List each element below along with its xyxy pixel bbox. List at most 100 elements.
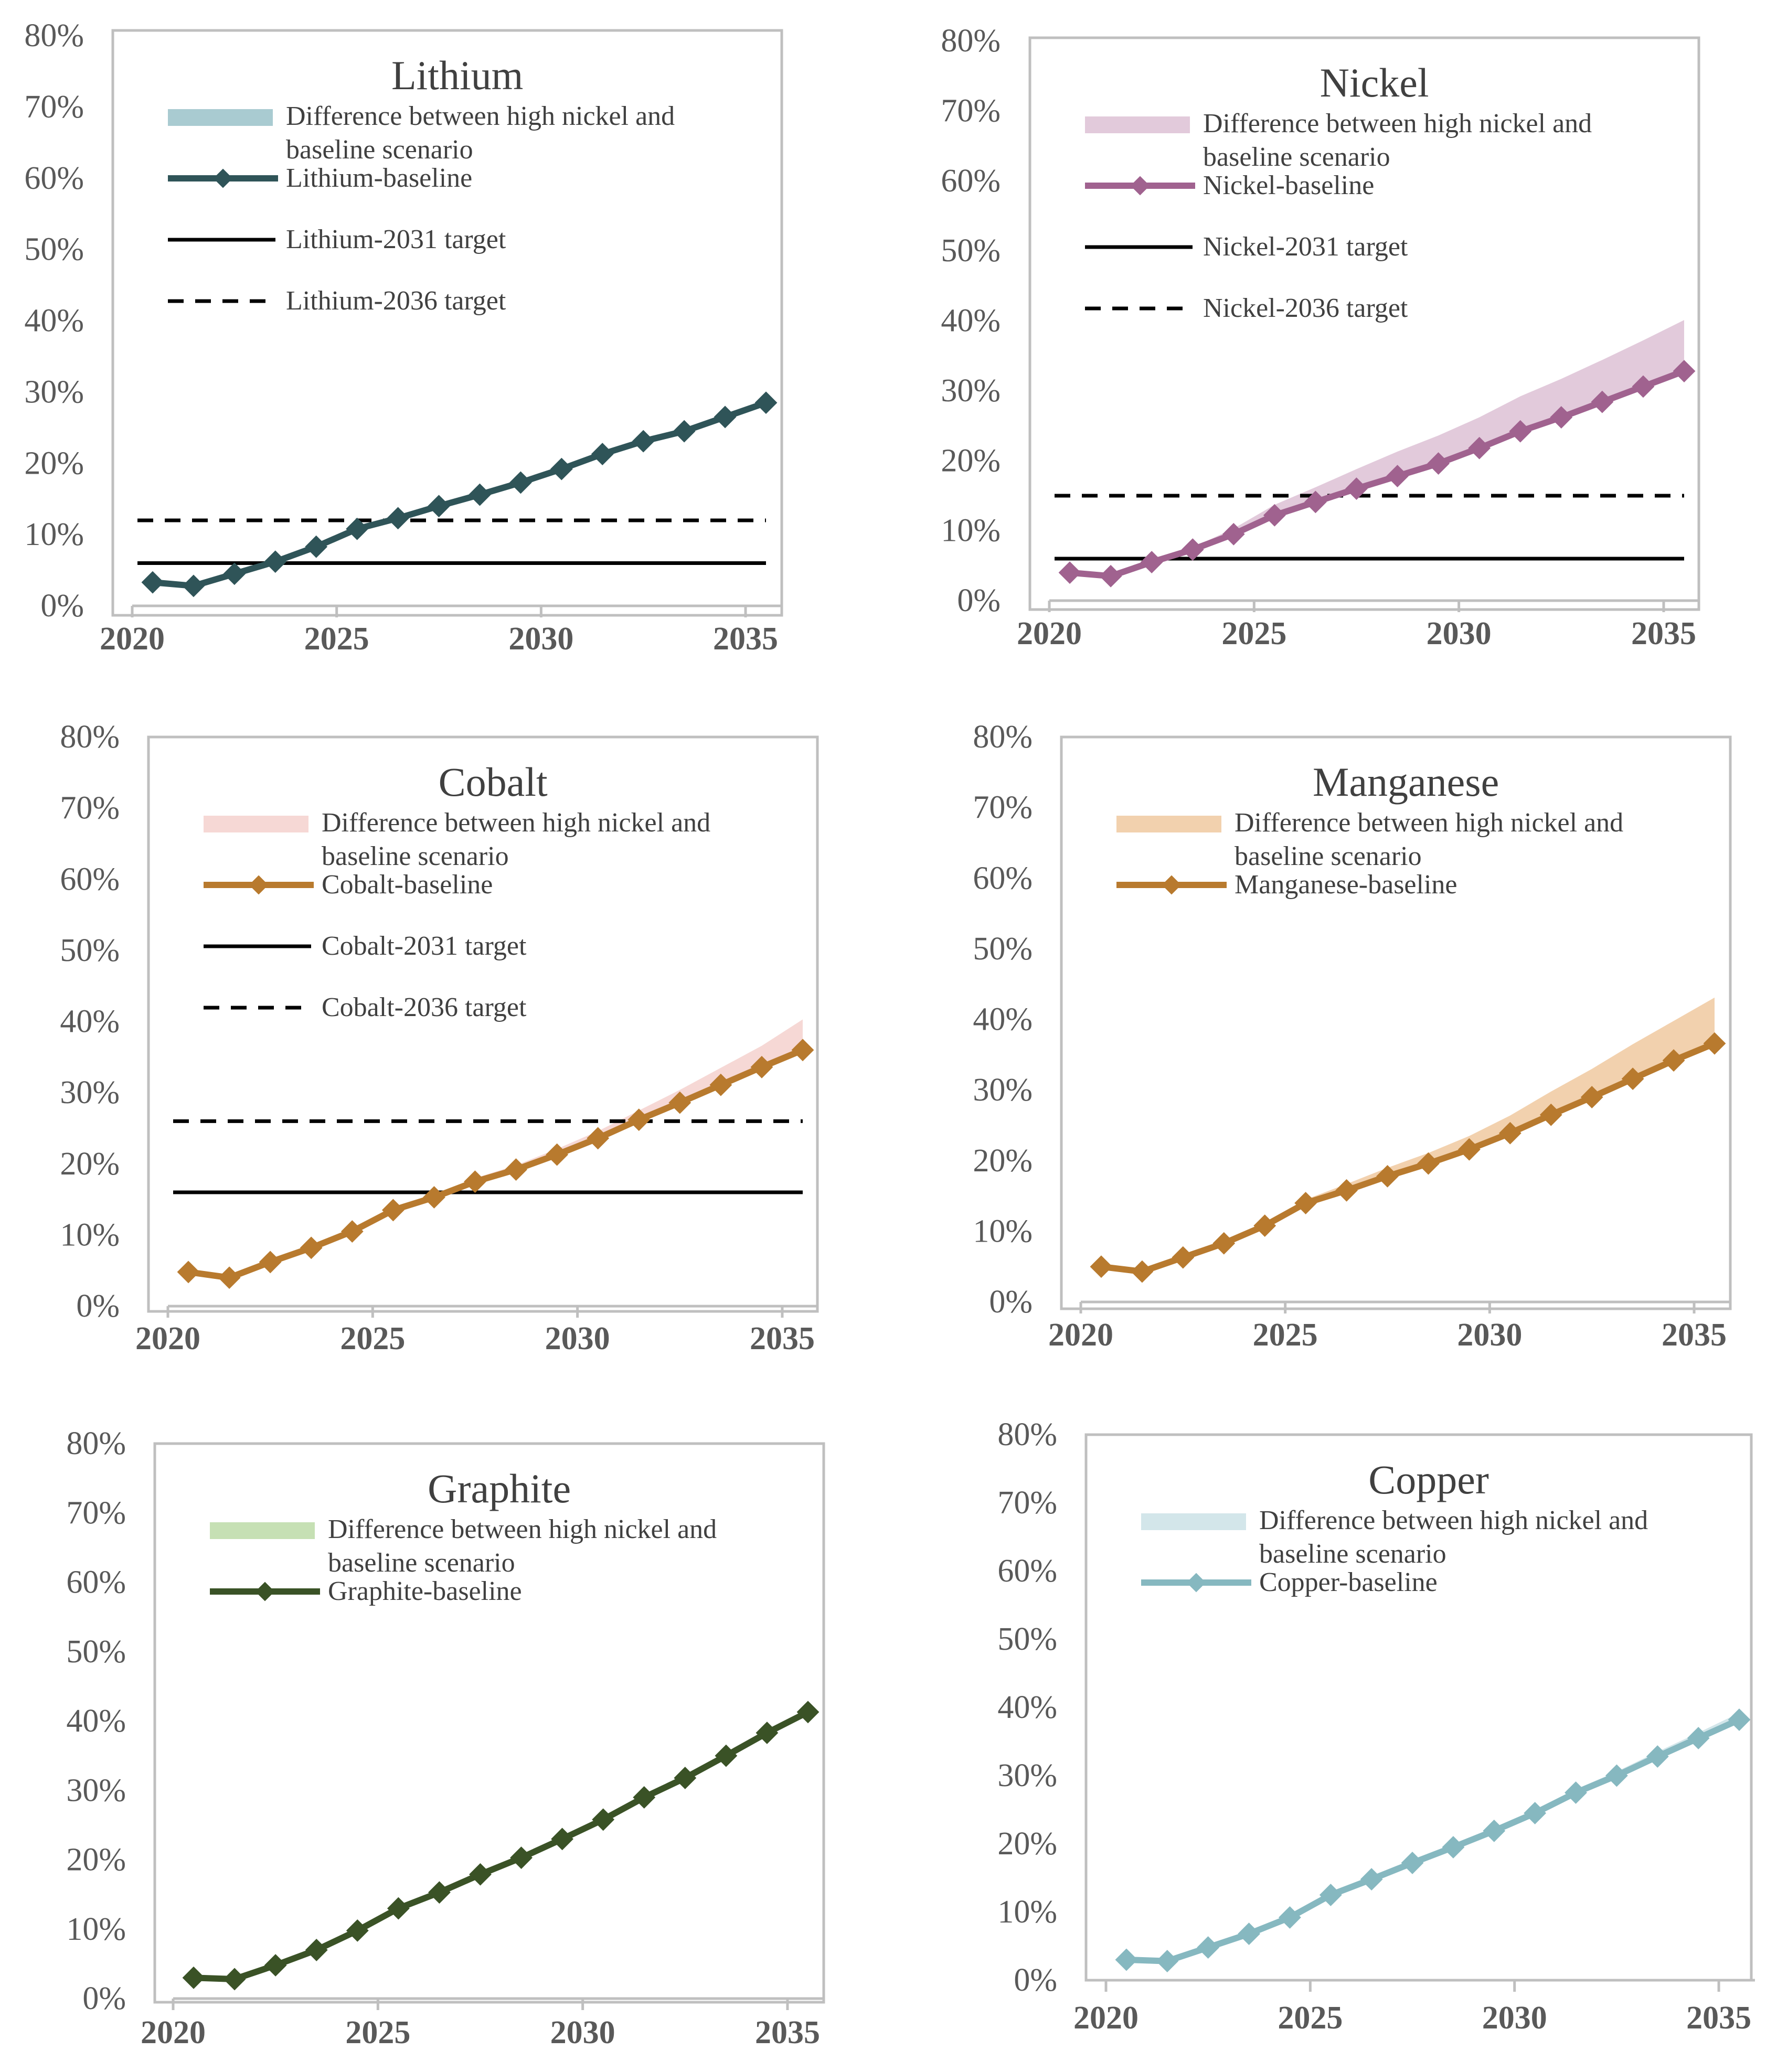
legend-item-baseline: Nickel-baseline [1085,170,1374,200]
data-point [709,1073,732,1096]
data-point [218,1266,241,1289]
data-point [587,1127,610,1150]
data-point [754,391,778,414]
data-point [1565,1781,1587,1804]
x-tick-label: 2035 [1631,616,1696,651]
data-point [1605,1764,1628,1787]
data-point [259,1251,282,1274]
chart-panel-graphite: 0% 10% 20% 30% 40% 50% 60% 70% 80% 2020 2025 2030 20… [66,1426,825,2050]
y-tick-label: 70% [66,1495,126,1531]
data-point [510,1846,533,1869]
chart-title: Lithium [391,52,523,98]
legend-label: Lithium-2036 target [286,286,506,316]
y-tick-label: 50% [24,232,84,268]
y-tick-label: 40% [24,303,84,339]
data-point [1457,1138,1481,1161]
legend-swatch-marker [1186,1573,1206,1593]
legend-swatch-marker [249,875,269,895]
legend-swatch-band [204,816,308,832]
y-tick-label: 70% [973,790,1033,826]
chart-panel-cobalt: 0% 10% 20% 30% 40% 50% 60% 70% 80% 2020 2025 2030 20… [60,719,819,1357]
y-tick-label: 50% [997,1621,1057,1657]
y-tick-label: 30% [997,1758,1057,1793]
data-point [791,1039,814,1062]
data-point [509,471,532,494]
y-tick-label: 10% [24,517,84,552]
y-tick-label: 0% [76,1288,120,1324]
legend-item-lithium-2036-target: Lithium-2036 target [168,286,506,316]
chart-title: Nickel [1320,60,1429,105]
legend-label: baseline scenario [1235,841,1422,871]
y-tick-label: 30% [66,1772,126,1808]
data-point [177,1261,200,1284]
y-tick-label: 80% [60,719,120,755]
baseline-series-line [1069,368,1686,580]
y-tick-label: 10% [941,513,1001,549]
y-tick-label: 70% [941,93,1001,129]
data-point [428,1881,451,1904]
x-tick-label: 2030 [1427,616,1492,651]
data-point [550,457,573,480]
data-point [1115,1948,1138,1971]
y-tick-label: 20% [24,445,84,481]
data-point [714,405,737,429]
y-tick-label: 50% [60,933,120,968]
data-point [346,517,369,540]
data-point [346,1919,369,1942]
x-tick-label: 2035 [755,2015,820,2050]
y-tick-label: 70% [24,89,84,125]
y-tick-label: 60% [24,161,84,196]
data-point [674,1767,697,1789]
legend-label: Nickel-baseline [1203,170,1374,200]
legend-item-lithium-2031-target: Lithium-2031 target [168,225,506,254]
band-area [1101,997,1715,1272]
legend-swatch-marker [213,168,233,188]
data-point [1172,1246,1195,1269]
legend-item-baseline: Copper-baseline [1141,1567,1438,1597]
data-point [305,1939,328,1961]
legend-item-cobalt-2031-target: Cobalt-2031 target [204,931,527,961]
y-tick-label: 80% [997,1417,1057,1452]
chart-title: Copper [1368,1457,1489,1502]
chart-title: Manganese [1313,759,1499,805]
band-area [1126,1713,1739,1961]
y-tick-label: 40% [60,1004,120,1040]
data-point [627,1108,651,1131]
legend-item-baseline: Graphite-baseline [210,1576,522,1606]
data-point [264,1954,287,1977]
data-point [668,1091,691,1114]
data-point [428,495,450,518]
x-tick-label: 2030 [1457,1317,1522,1353]
legend-swatch-band [1085,116,1190,133]
y-tick-label: 20% [997,1826,1057,1862]
y-tick-label: 0% [82,1981,126,2016]
plot-frame [111,29,783,617]
legend-item-nickel-2036-target: Nickel-2036 target [1085,293,1408,323]
data-point [182,1966,205,1989]
legend-label: Lithium-baseline [286,163,472,193]
x-tick-label: 2020 [1073,2000,1138,2036]
plot-frame [1060,735,1732,1310]
y-tick-label: 20% [973,1143,1033,1179]
legend-label: baseline scenario [1203,142,1390,172]
data-point [387,507,409,530]
data-point [1345,477,1368,500]
legend-label: Graphite-baseline [328,1576,522,1606]
legend-item-baseline: Manganese-baseline [1116,870,1457,900]
y-tick-label: 40% [66,1703,126,1739]
legend-label: Difference between high nickel and [1203,109,1592,138]
y-tick-label: 30% [60,1075,120,1110]
data-point [223,562,246,585]
x-tick-label: 2025 [345,2015,410,2050]
data-point [1238,1923,1260,1946]
y-tick-label: 80% [66,1426,126,1461]
legend-label: Nickel-2031 target [1203,232,1408,262]
data-point [1131,1260,1154,1283]
legend-item-baseline: Lithium-baseline [168,163,472,193]
x-tick-label: 2020 [141,2015,206,2050]
baseline-series-line [1126,1716,1741,1964]
x-tick-label: 2020 [135,1321,200,1357]
data-point [340,1220,364,1243]
data-point [1646,1745,1669,1768]
data-point [1279,1906,1301,1929]
